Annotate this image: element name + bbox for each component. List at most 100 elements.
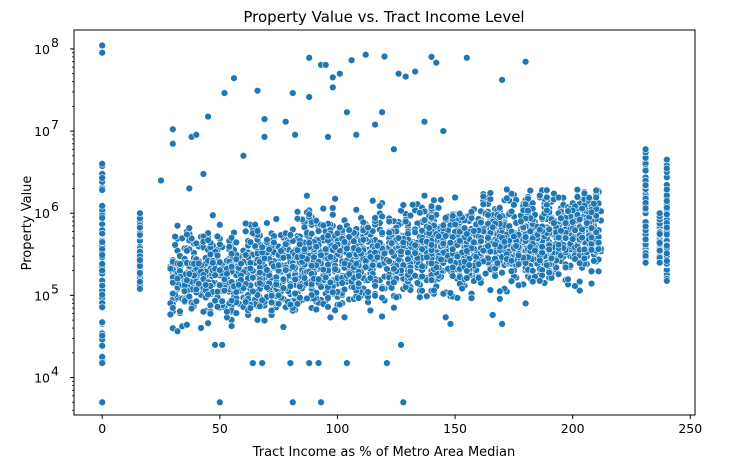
data-point-2445 [98,353,106,361]
data-point-2295 [249,287,257,296]
data-point-2460 [98,359,106,367]
data-point-2393 [300,245,309,253]
data-point-1416 [418,287,426,295]
data-point-2092 [477,237,485,245]
data-point-2455 [98,251,106,259]
data-point-2514 [136,223,144,232]
data-point-2280 [449,245,457,253]
data-point-2370 [474,274,483,282]
data-point-2234 [263,283,271,292]
y-tick-exponent: 5 [51,281,59,296]
data-point-2743 [371,120,379,129]
data-point-2332 [195,259,203,268]
data-point-2180 [477,218,485,227]
data-point-2047 [336,223,344,232]
data-point-2339 [484,234,492,242]
data-point-2037 [326,313,335,322]
data-point-2710 [98,41,106,50]
data-point-2270 [354,294,363,302]
data-point-2355 [319,265,327,274]
data-point-2695 [663,223,671,232]
data-point-2013 [489,223,497,231]
data-point-2386 [458,284,466,293]
data-point-1779 [536,191,544,200]
data-point-2578 [641,222,650,231]
x-tick-label: 50 [212,421,228,436]
data-point-1274 [573,193,582,201]
data-point-1681 [576,277,584,286]
data-point-1755 [446,289,455,297]
data-point-2069 [378,229,386,237]
data-point-2243 [176,260,184,268]
data-point-2306 [213,232,222,241]
data-point-1800 [364,288,372,296]
data-point-2142 [427,276,436,284]
data-point-2571 [641,166,650,175]
data-point-358 [573,186,582,194]
data-point-795 [503,185,511,194]
x-axis-label: Tract Income as % of Metro Area Median [252,445,516,460]
data-point-1543 [507,277,516,285]
data-point-1971 [411,228,419,236]
data-point-2584 [641,259,650,267]
data-point-1883 [371,292,379,300]
data-point-2729 [289,89,297,97]
data-point-2363 [227,322,236,330]
data-point-2079 [547,254,556,263]
data-point-2204 [510,232,518,241]
data-point-2378 [434,232,443,240]
data-point-1194 [571,282,579,290]
data-point-2372 [517,217,525,225]
data-point-2290 [427,241,436,249]
data-point-2725 [253,87,262,95]
data-point-2104 [585,194,593,202]
data-point-2327 [514,251,523,260]
data-point-87 [526,186,534,195]
data-point-2637 [656,246,664,255]
data-point-1511 [416,209,424,217]
data-point-1835 [418,262,426,270]
data-point-2709 [663,155,671,164]
data-point-2023 [286,231,295,239]
data-point-2319 [453,252,462,261]
data-point-2749 [411,67,419,76]
data-point-2200 [439,239,447,248]
data-point-2253 [267,306,276,315]
data-point-2365 [543,206,551,215]
data-point-2352 [587,208,596,216]
data-point-2744 [378,108,386,116]
data-point-2112 [378,312,386,321]
data-point-2647 [656,209,664,217]
data-point-2120 [310,253,318,261]
data-point-2271 [569,218,577,226]
data-point-2740 [347,56,356,64]
data-point-2315 [331,243,339,251]
y-tick-exponent: 7 [51,117,59,132]
data-point-2111 [249,274,257,282]
data-point-2231 [223,270,231,278]
data-point-2310 [538,243,546,251]
data-point-2015 [479,246,487,255]
data-point-2638 [656,239,664,247]
data-point-2366 [446,239,455,247]
data-point-2340 [578,233,586,242]
data-point-2316 [486,189,495,197]
data-point-2251 [580,245,589,254]
data-point-2767 [343,359,351,367]
data-point-1588 [331,306,339,314]
chart-title: Property Value vs. Tract Income Level [243,8,524,26]
data-point-2769 [397,341,405,349]
data-point-1254 [260,316,269,325]
data-point-1760 [479,192,487,201]
data-point-2011 [397,247,405,256]
data-point-2206 [202,281,210,289]
data-point-2105 [213,251,222,260]
data-point-2522 [136,285,144,293]
data-point-2107 [446,257,455,265]
data-point-1962 [564,207,572,215]
y-tick-label: 10 [34,42,50,57]
data-point-2133 [587,279,596,288]
data-point-2078 [169,304,177,312]
